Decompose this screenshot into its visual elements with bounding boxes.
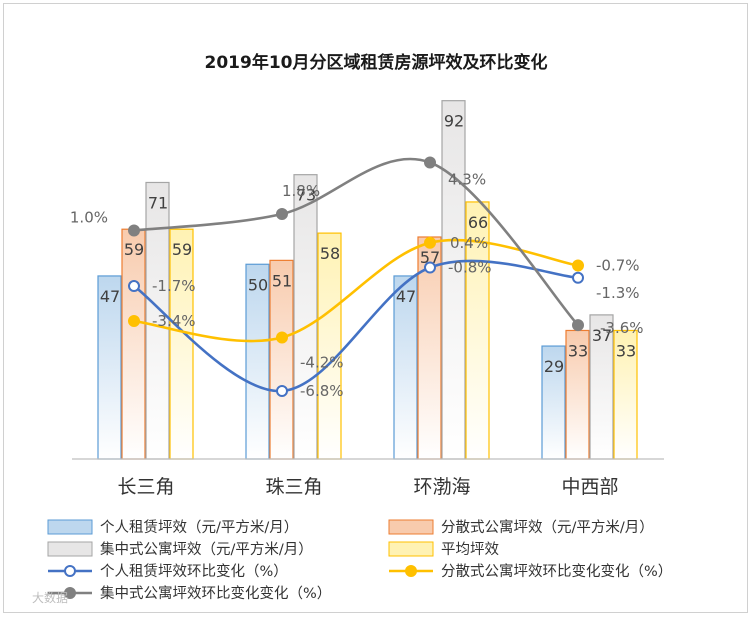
line-point-1-2 [424,236,436,249]
bar-value-label: 33 [568,341,588,360]
bar-3-1 [317,232,342,460]
legend-swatch [47,519,93,535]
bar-2-1 [293,174,318,460]
legend-label: 分散式公寓坪效环比变化变化（%） [441,562,672,580]
legend-label: 个人租赁坪效环比变化（%） [100,563,288,580]
legend-marker [64,565,76,577]
line-value-label: 1.8% [282,182,320,200]
legend-swatch [47,541,93,557]
bar-value-label: 51 [272,271,292,290]
line-value-label: -1.7% [152,277,196,295]
line-point-2-1 [276,207,288,220]
category-label: 环渤海 [413,476,470,498]
line-point-0-3 [572,271,584,284]
plot-area: 47 50 47 29 59 51 57 33 71 73 92 37 59 58 66 33 长三角 珠三角 环渤… [70,100,664,498]
legend-label: 集中式公寓坪效（元/平方米/月） [100,540,313,558]
bar-value-label: 66 [468,213,488,232]
line-point-0-0 [128,280,140,293]
bar-value-label: 47 [396,287,416,306]
bar-value-label: 59 [172,240,192,259]
bar-value-label: 37 [592,326,612,345]
legend-marker [64,587,76,599]
bar-value-label: 29 [544,357,564,376]
line-point-2-3 [572,319,584,332]
line-value-label: -3.6% [600,319,644,337]
line-point-2-2 [424,156,436,169]
legend-label: 分散式公寓坪效（元/平方米/月） [441,518,654,536]
line-point-0-2 [424,261,436,274]
legend-marker [405,565,417,577]
bar-value-label: 50 [248,275,268,294]
line-value-label: -6.8% [300,382,344,400]
line-value-label: 0.4% [450,234,488,252]
chart-canvas: 2019年10月分区域租赁房源坪效及环比变化 47 50 47 29 59 51 57 33 7… [32,52,672,605]
line-series-2 [133,157,579,327]
category-label: 中西部 [561,476,618,498]
legend-swatch [388,519,434,535]
bar-value-label: 57 [420,248,440,267]
bar-value-label: 59 [124,240,144,259]
bar-3-0 [169,228,194,460]
line-value-label: -1.3% [596,284,640,302]
line-value-label: -4.2% [300,353,344,371]
bar-value-label: 73 [296,186,316,205]
legend-label: 集中式公寓坪效环比变化变化（%） [100,584,331,602]
line-point-2-0 [128,224,140,237]
legend-label: 个人租赁坪效（元/平方米/月） [100,519,298,536]
line-value-label: -3.4% [152,312,196,330]
line-value-label: -0.8% [448,259,492,277]
legend: 个人租赁坪效（元/平方米/月） 分散式公寓坪效（元/平方米/月） 集中式公寓坪效（元… [47,518,672,602]
bar-value-label: 33 [616,341,636,360]
chart-frame: 2019年10月分区域租赁房源坪效及环比变化 47 50 47 29 59 51 57 33 7… [3,3,748,613]
bar-value-label: 71 [148,193,168,212]
bar-value-label: 58 [320,244,340,263]
line-point-1-1 [276,331,288,344]
line-series-1 [133,238,579,343]
category-label: 长三角 [117,476,174,498]
line-value-label: 1.0% [70,208,108,226]
bar-1-0 [121,228,146,460]
category-label: 珠三角 [265,476,322,498]
chart-title: 2019年10月分区域租赁房源坪效及环比变化 [205,52,548,73]
line-point-1-3 [572,259,584,272]
line-value-label: -0.7% [596,256,640,274]
line-point-0-1 [276,385,288,398]
legend-swatch [388,541,434,557]
legend-label: 平均坪效 [441,541,499,558]
bar-value-label: 92 [444,112,464,131]
bar-2-2 [441,100,466,460]
watermark-text: 大数据 [32,590,68,605]
line-value-label: 4.3% [448,171,486,189]
bar-value-label: 47 [100,287,120,306]
line-point-1-0 [128,315,140,328]
line-series-0 [133,259,579,393]
